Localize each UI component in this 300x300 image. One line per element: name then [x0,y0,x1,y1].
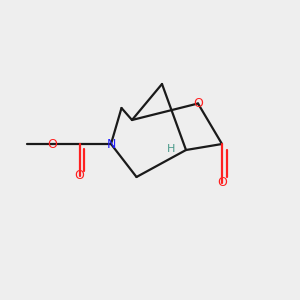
Text: N: N [106,137,116,151]
Text: O: O [48,137,57,151]
Text: O: O [217,176,227,190]
Text: O: O [75,169,84,182]
Text: O: O [193,97,203,110]
Text: H: H [167,143,176,154]
